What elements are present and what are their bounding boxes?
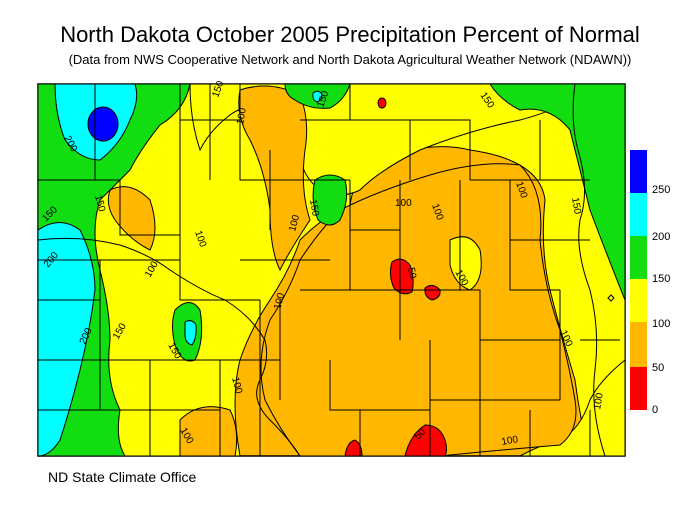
legend-swatch-100-150 bbox=[630, 279, 647, 322]
contour-label-100-f: 100 bbox=[395, 198, 412, 209]
zone-lt-50-central-small bbox=[424, 284, 441, 301]
contour-label-100-d: 100 bbox=[287, 213, 302, 232]
legend-colorbar bbox=[630, 150, 647, 410]
zone-200-250-southwest bbox=[37, 222, 96, 457]
legend-label-0: 0 bbox=[652, 404, 659, 416]
contour-label-100-n: 100 bbox=[501, 434, 520, 448]
contour-label-50-a: 50 bbox=[405, 267, 418, 280]
zone-gt-250 bbox=[87, 106, 119, 142]
credit-text: ND State Climate Office bbox=[48, 469, 197, 485]
legend-label-50: 50 bbox=[652, 362, 665, 374]
zone-lt-50-south-small bbox=[344, 439, 363, 457]
missouri-river bbox=[37, 237, 301, 457]
legend-swatch-200-250 bbox=[630, 193, 647, 236]
zone-200-250-north-small bbox=[312, 90, 323, 103]
contour-label-100-k: 100 bbox=[229, 376, 244, 395]
contour-label-100-a: 100 bbox=[235, 107, 249, 126]
county-boundaries bbox=[38, 84, 620, 456]
legend-label-250: 250 bbox=[652, 184, 671, 196]
legend-label-150: 150 bbox=[652, 273, 671, 285]
zone-lt-50-north-dot bbox=[377, 97, 387, 109]
zone-lt-50-south bbox=[404, 424, 447, 457]
contour-label-150-i: 150 bbox=[569, 197, 583, 216]
contour-label-100-m: 100 bbox=[592, 392, 606, 411]
zone-50-100-central bbox=[260, 163, 577, 457]
map-title: North Dakota October 2005 Precipitation … bbox=[60, 22, 640, 47]
contour-label-150-e: 150 bbox=[92, 194, 107, 213]
zone-200-250-small bbox=[184, 320, 197, 346]
legend-label-100: 100 bbox=[652, 318, 671, 330]
zone-lt-50-central bbox=[389, 258, 414, 295]
legend-label-200: 200 bbox=[652, 231, 671, 243]
zone-yellow-hole bbox=[449, 236, 482, 291]
legend-swatch-50-100 bbox=[630, 322, 647, 367]
contour-label-100-e: 100 bbox=[272, 291, 287, 310]
legend-swatch-lt50 bbox=[630, 367, 647, 410]
legend-swatch-gt250 bbox=[630, 150, 647, 193]
contour-label-150-h: 150 bbox=[307, 199, 321, 218]
map-subtitle: (Data from NWS Cooperative Network and N… bbox=[68, 52, 632, 67]
legend-swatch-150-200 bbox=[630, 236, 647, 279]
zone-150-200-northeast bbox=[489, 83, 626, 301]
red-river bbox=[572, 83, 606, 457]
zone-150-200-central bbox=[312, 174, 348, 226]
lake-marker bbox=[607, 294, 615, 302]
